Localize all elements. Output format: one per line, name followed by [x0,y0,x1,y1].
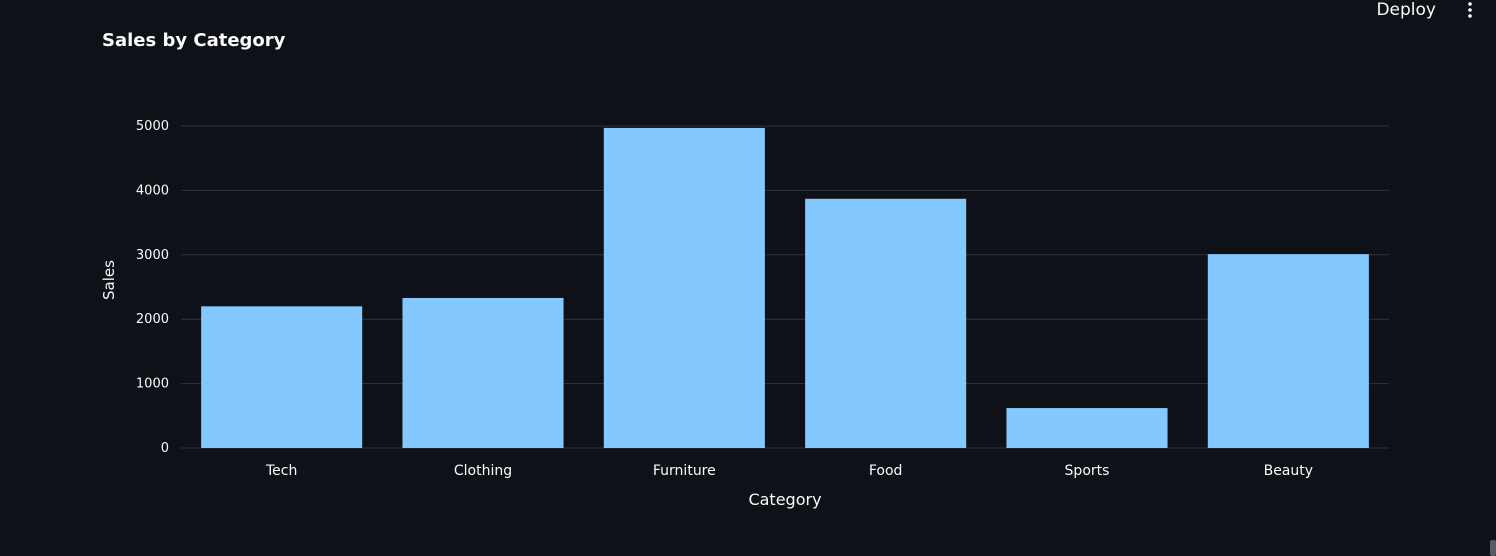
bar-clothing[interactable] [402,297,564,448]
deploy-button[interactable]: Deploy [1376,0,1436,20]
bars [201,127,1369,448]
x-axis-label: Category [748,490,821,509]
x-tick-label: Beauty [1264,463,1313,479]
chart-title: Sales by Category [102,30,286,51]
bar-sports[interactable] [1006,408,1168,448]
grid-lines [181,125,1389,449]
bar-food[interactable] [805,198,967,448]
y-tick-label: 0 [161,441,169,456]
x-tick-label: Tech [265,463,297,479]
x-tick-label: Clothing [454,463,512,479]
kebab-vertical-icon[interactable] [1461,0,1479,20]
x-tick-label: Food [869,463,903,479]
y-tick-label: 4000 [136,183,169,198]
bar-furniture[interactable] [603,127,765,448]
y-tick-label: 2000 [136,312,169,327]
y-tick-label: 5000 [136,119,169,134]
y-axis-label: Sales [100,260,118,300]
y-tick-label: 1000 [136,377,169,392]
y-tick-label: 3000 [136,248,169,263]
scrollbar-thumb[interactable] [1490,540,1496,556]
bar-tech[interactable] [201,306,363,448]
x-tick-label: Furniture [653,463,716,479]
y-axis-ticks: 0 1000 2000 3000 4000 5000 [136,119,169,456]
x-axis-ticks: Tech Clothing Furniture Food Sports Beauty [265,463,1313,479]
bar-beauty[interactable] [1207,254,1369,448]
top-toolbar: Deploy [1376,0,1496,20]
x-tick-label: Sports [1065,463,1110,479]
